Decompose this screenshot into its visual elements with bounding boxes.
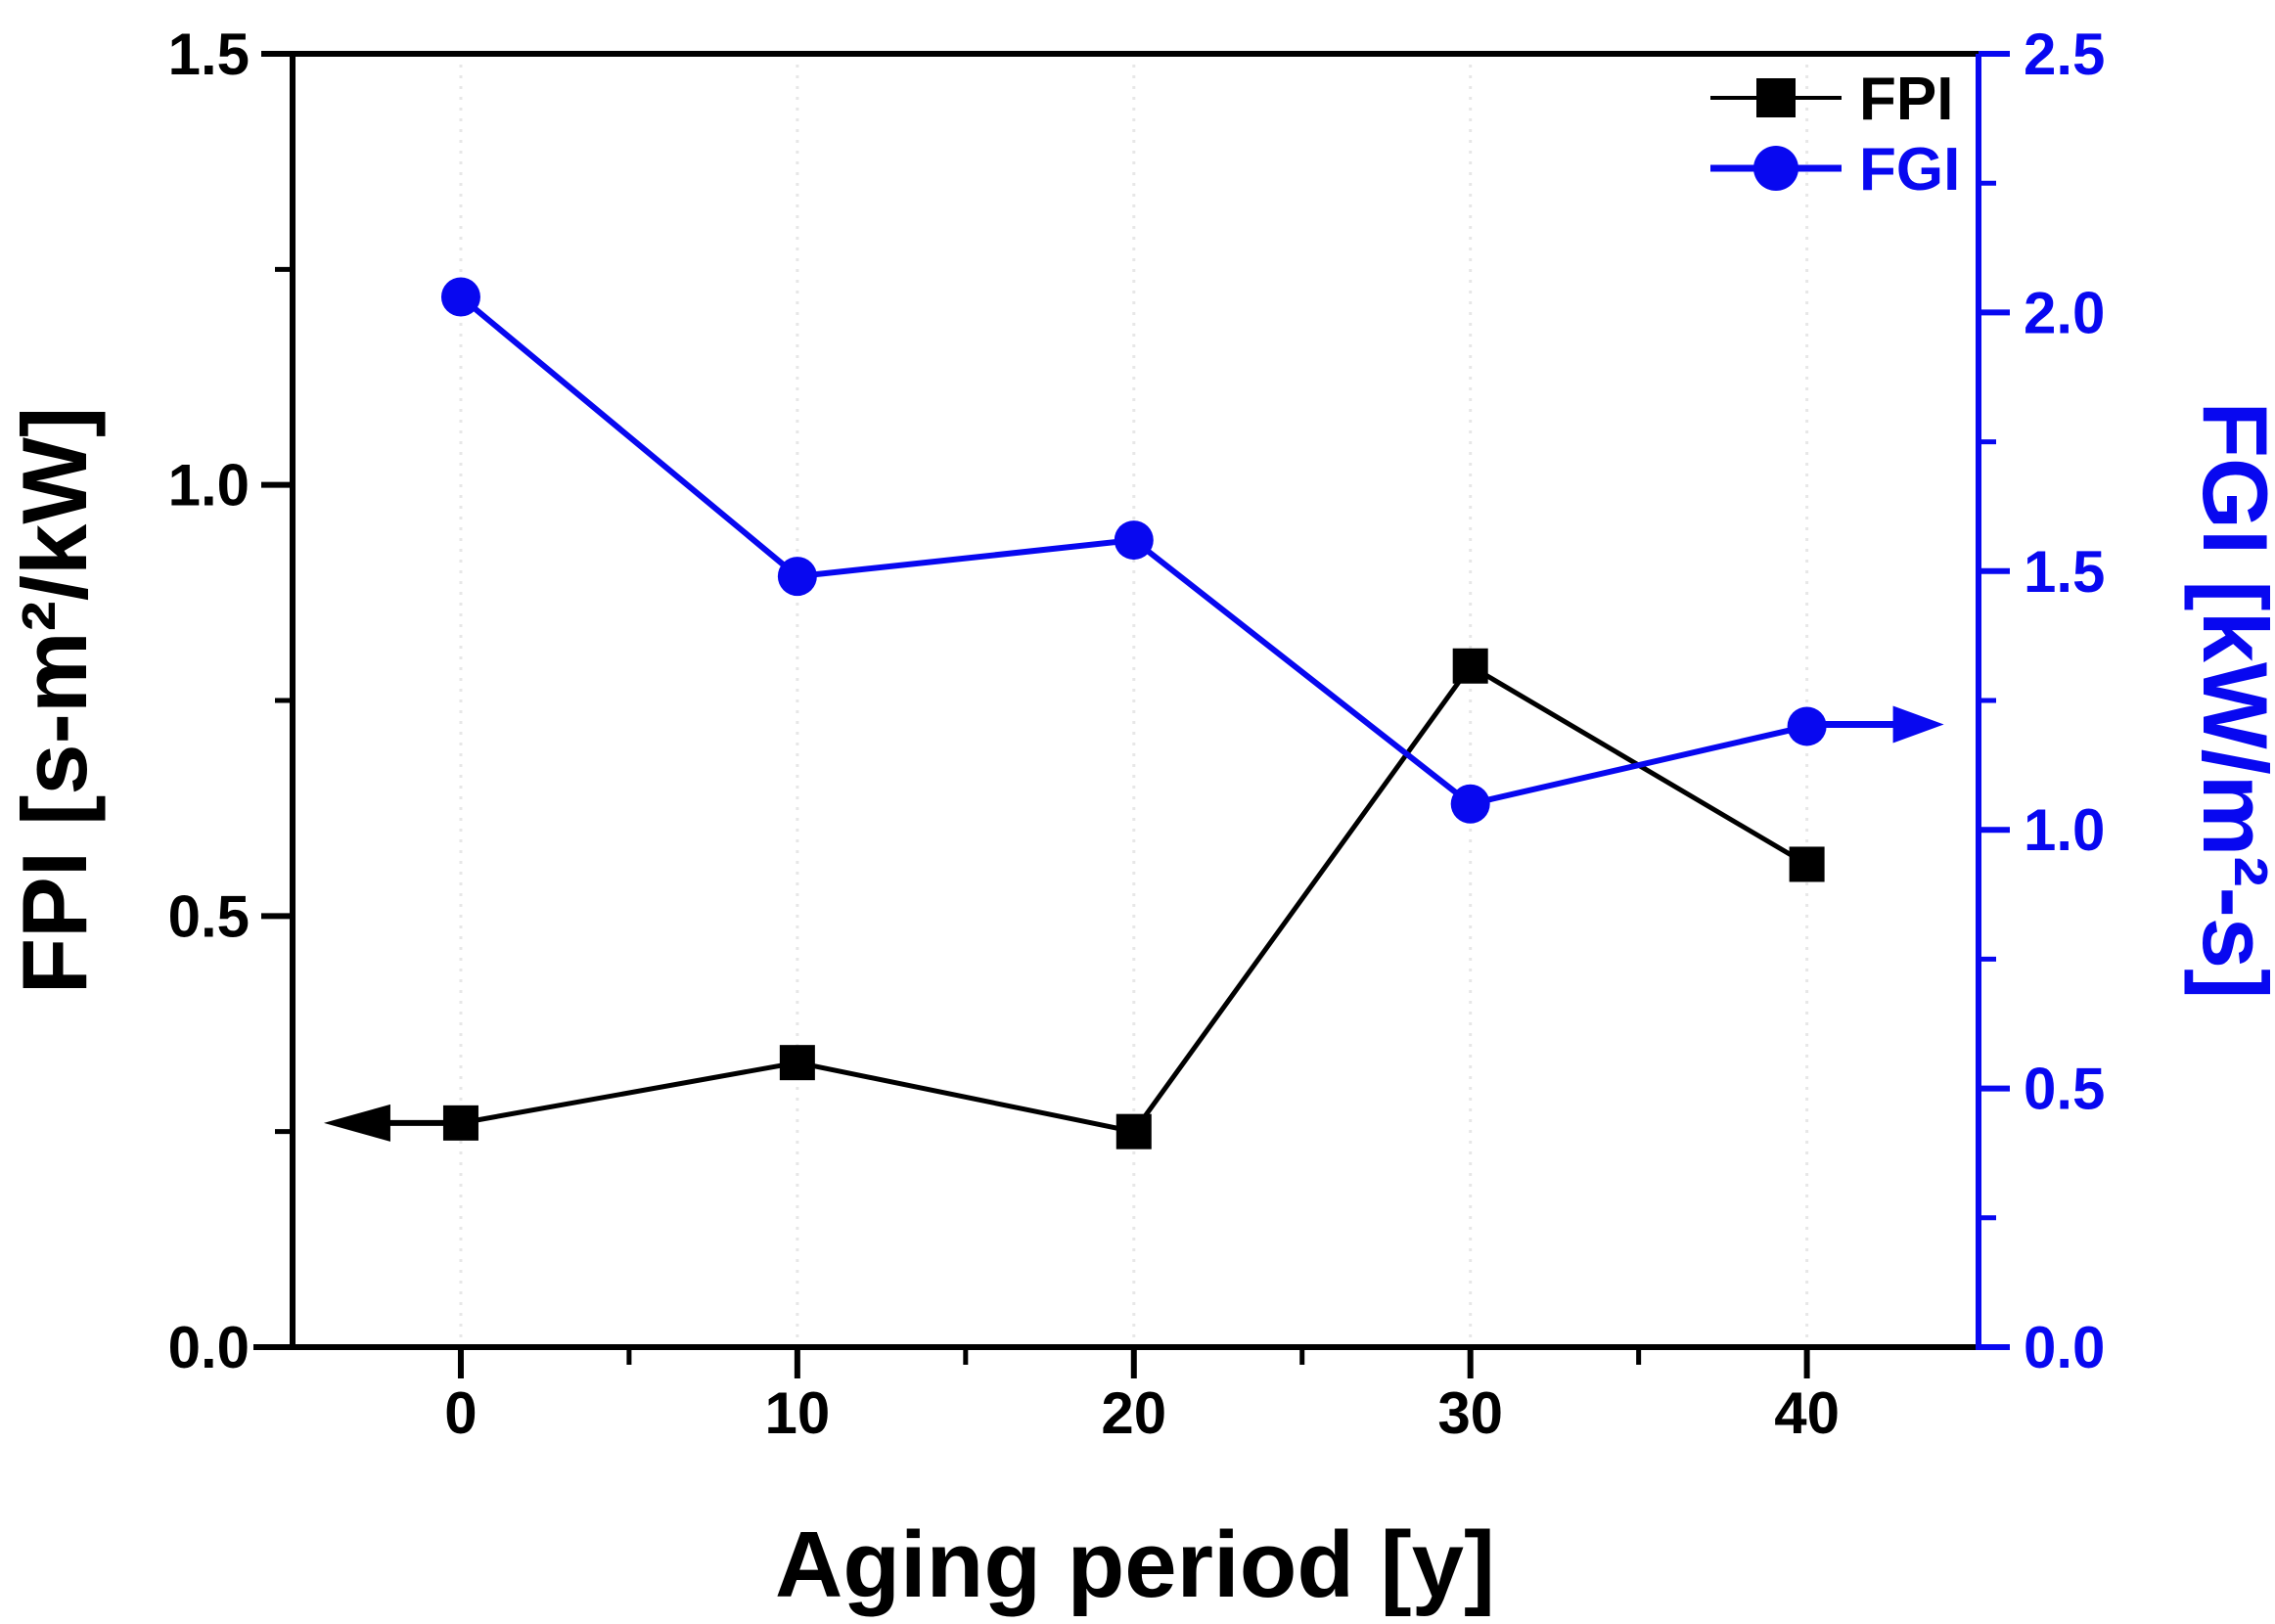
right-tick-label: 2.0: [2024, 280, 2105, 345]
fgi-marker-circle: [1114, 520, 1154, 561]
x-tick-label: 40: [1774, 1380, 1840, 1446]
fpi-marker-square: [1789, 846, 1825, 882]
right-axis-title: FGI [kW/m²-s]: [2184, 402, 2275, 1000]
right-arrow-icon: [1892, 705, 1944, 744]
fpi-marker-square: [442, 1105, 478, 1141]
fpi-marker-square: [779, 1045, 815, 1081]
right-tick-label: 1.5: [2024, 539, 2105, 605]
fgi-marker-circle: [777, 557, 817, 597]
fgi-marker-circle: [1450, 784, 1490, 824]
axis-ticks: [261, 51, 2010, 1378]
left-tick-label: 0.5: [168, 883, 250, 949]
legend: [1710, 78, 1842, 191]
data-series: [323, 277, 1944, 1150]
gridlines: [459, 54, 1809, 1347]
right-tick-label: 2.5: [2024, 22, 2105, 87]
tick-labels: 0 10 20 30 40 0.0 0.5 1.0 1.5 0.0 0.5 1.0 1.5 2.0 2.5: [168, 22, 2106, 1446]
x-tick-label: 10: [764, 1380, 830, 1446]
fpi-line: [460, 662, 1808, 1135]
right-tick-label: 0.5: [2024, 1057, 2105, 1122]
x-tick-label: 30: [1437, 1380, 1503, 1446]
left-arrow-icon: [323, 1104, 390, 1142]
legend-label-fgi: FGI: [1859, 136, 1960, 203]
right-tick-label: 0.0: [2024, 1315, 2105, 1380]
fpi-marker-square: [1452, 648, 1488, 684]
fpi-marker-square: [1115, 1113, 1152, 1150]
right-tick-label: 1.0: [2024, 797, 2105, 863]
x-axis-title: Aging period [y]: [775, 1512, 1495, 1617]
legend-marker-circle: [1753, 146, 1798, 191]
fgi-marker-circle: [1787, 706, 1827, 746]
left-tick-label: 1.5: [168, 22, 250, 87]
legend-marker-square: [1756, 78, 1796, 117]
legend-label-fpi: FPI: [1859, 66, 1953, 133]
axes-frame: [253, 51, 1981, 1350]
fgi-marker-circle: [440, 277, 480, 317]
left-tick-label: 0.0: [168, 1315, 250, 1380]
x-tick-label: 0: [444, 1380, 477, 1446]
x-tick-label: 20: [1101, 1380, 1166, 1446]
left-axis-title: FPI [s-m²/kW]: [3, 407, 106, 995]
left-tick-label: 1.0: [168, 453, 250, 519]
